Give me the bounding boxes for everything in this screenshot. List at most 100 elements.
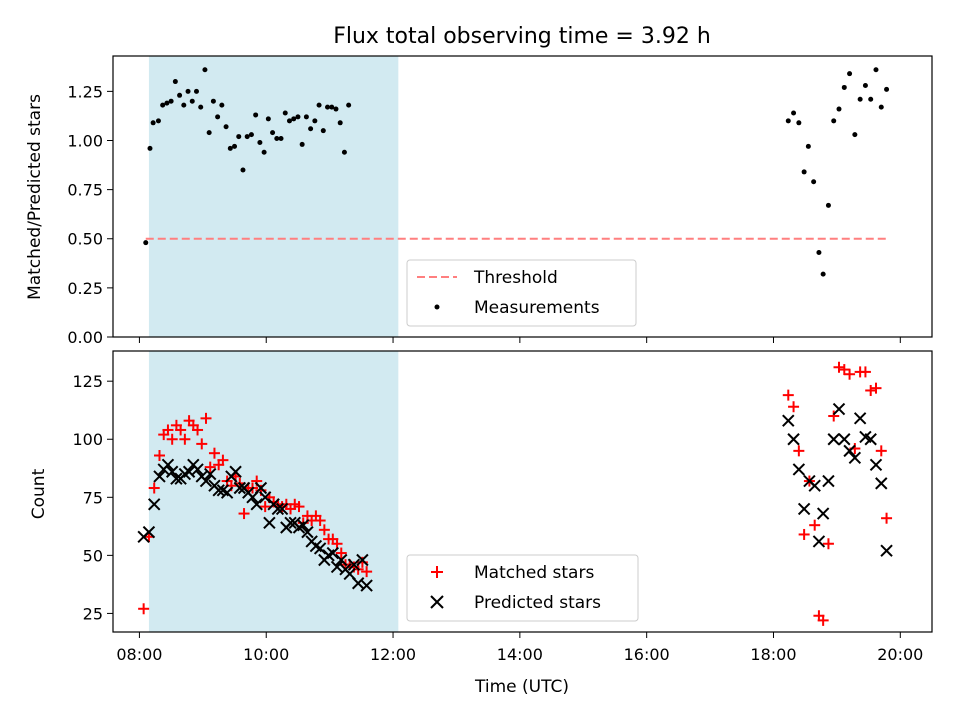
measurement-point xyxy=(147,145,153,151)
measurement-point xyxy=(862,82,868,88)
measurement-point xyxy=(312,118,318,124)
top-axes-frame xyxy=(112,55,933,338)
matched-star-point xyxy=(153,450,165,462)
predicted-star-point xyxy=(301,525,314,539)
matched-star-point xyxy=(166,433,178,445)
measurement-point xyxy=(265,116,271,122)
legend-measurements-swatch xyxy=(434,304,440,310)
matched-star-point xyxy=(361,566,373,578)
predicted-star-point xyxy=(827,433,840,446)
measurement-point xyxy=(831,118,837,124)
predicted-star-point xyxy=(832,402,846,416)
x-axis-label: Time (UTC) xyxy=(474,677,569,697)
predicted-star-point xyxy=(326,546,340,560)
matched-star-point xyxy=(138,603,150,615)
measurement-point xyxy=(320,128,326,134)
x-tick-label: 18:00 xyxy=(750,645,796,664)
bottom-series-1 xyxy=(137,402,893,592)
legend-matched-swatch xyxy=(431,566,443,578)
measurement-point xyxy=(303,114,309,120)
predicted-star-point xyxy=(275,502,289,516)
predicted-star-point xyxy=(258,491,272,504)
measurement-point xyxy=(155,118,161,124)
measurement-point xyxy=(219,102,225,108)
predicted-star-point xyxy=(848,451,862,465)
measurement-point xyxy=(825,202,831,208)
matched-star-point xyxy=(192,424,204,436)
measurement-point xyxy=(248,132,254,138)
predicted-star-point xyxy=(869,458,883,472)
legend-predicted-label: Predicted stars xyxy=(474,593,601,613)
measurement-point xyxy=(278,136,284,142)
matched-star-point xyxy=(314,515,326,527)
bottom-axes-frame xyxy=(112,350,933,633)
predicted-star-point xyxy=(165,465,179,478)
measurement-point xyxy=(805,143,811,149)
x-tick-label: 10:00 xyxy=(243,645,289,664)
legend-predicted-swatch xyxy=(430,595,444,609)
top-y-axis-label: Matched/Predicted stars xyxy=(25,94,45,300)
predicted-star-point xyxy=(271,502,285,516)
measurement-point xyxy=(884,86,890,92)
matched-star-point xyxy=(788,401,800,413)
legend-measurements-label: Measurements xyxy=(474,298,600,318)
top-legend-box xyxy=(406,259,637,327)
measurement-point xyxy=(836,106,842,112)
measurement-point xyxy=(240,167,246,173)
matched-star-point xyxy=(809,519,821,531)
matched-star-point xyxy=(870,382,882,394)
predicted-star-point xyxy=(787,433,800,446)
measurement-point xyxy=(852,132,858,138)
top-y-tick-label: 1.00 xyxy=(67,131,103,150)
measurement-point xyxy=(286,118,292,124)
bottom-y-tick-label: 25 xyxy=(83,604,103,623)
predicted-star-point xyxy=(880,544,893,557)
legend-threshold-label: Threshold xyxy=(473,268,558,288)
matched-star-point xyxy=(200,412,212,424)
predicted-star-point xyxy=(153,470,166,483)
measurement-point xyxy=(308,126,314,132)
measurement-point xyxy=(873,67,879,73)
measurement-point xyxy=(232,143,238,149)
predicted-star-point xyxy=(250,498,263,511)
measurement-point xyxy=(215,114,221,120)
measurement-point xyxy=(253,112,259,118)
measurement-point xyxy=(282,110,288,116)
measurement-point xyxy=(291,116,297,122)
bottom-y-tick-label: 100 xyxy=(72,430,103,449)
measurement-point xyxy=(143,240,149,246)
matched-star-point xyxy=(828,410,840,422)
measurement-point xyxy=(346,102,352,108)
measurement-point xyxy=(223,124,229,130)
measurement-point xyxy=(801,169,807,175)
matched-star-point xyxy=(148,482,160,494)
x-tick-label: 16:00 xyxy=(624,645,670,664)
x-tick-label: 20:00 xyxy=(877,645,923,664)
ratio-panel: 0.00 0.25 0.50 0.75 1.00 1.25 xyxy=(67,55,933,347)
predicted-star-point xyxy=(170,472,183,485)
bottom-y-tick-label: 50 xyxy=(83,546,103,565)
measurement-point xyxy=(189,98,195,104)
matched-star-point xyxy=(204,461,216,473)
measurement-point xyxy=(785,118,791,124)
measurement-point xyxy=(160,102,166,108)
measurement-point xyxy=(329,104,335,110)
measurement-point xyxy=(820,271,826,277)
predicted-star-point xyxy=(313,542,327,555)
bottom-y-tick-label: 75 xyxy=(83,488,103,507)
matched-star-point xyxy=(865,384,877,396)
top-y-tick-label: 1.25 xyxy=(67,82,103,101)
matched-star-point xyxy=(162,424,174,436)
predicted-star-point xyxy=(335,553,348,567)
predicted-star-point xyxy=(816,507,830,520)
measurement-point xyxy=(868,96,874,102)
count-panel: 25 50 75 100 125 08:00 10:00 12:00 14:00 16:00 18:… xyxy=(72,350,933,664)
bottom-legend-box xyxy=(406,554,639,622)
predicted-star-point xyxy=(161,458,175,472)
measurement-point xyxy=(150,120,156,126)
measurement-point xyxy=(274,136,280,142)
predicted-star-point xyxy=(853,412,867,425)
top-series-0 xyxy=(143,67,890,277)
predicted-star-point xyxy=(864,433,877,446)
